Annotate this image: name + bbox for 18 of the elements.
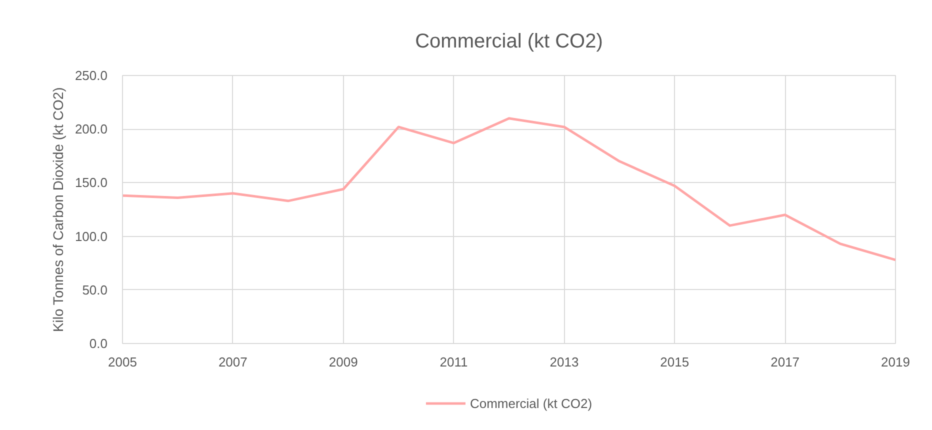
x-tick-label: 2005	[108, 354, 137, 370]
y-tick-label: 150.0	[74, 175, 108, 190]
y-tick-label: 100.0	[74, 228, 108, 244]
x-tick-label: 2015	[660, 354, 690, 370]
legend-label: Commercial (kt CO2)	[470, 396, 592, 410]
x-tick-label: 2017	[770, 354, 800, 370]
y-tick-label: 50.0	[82, 282, 108, 298]
x-tick-label: 2011	[440, 354, 468, 370]
x-tick-label: 2013	[550, 354, 579, 370]
chart-title: Commercial (kt CO2)	[415, 30, 603, 52]
y-tick-label: 200.0	[74, 122, 108, 137]
x-tick-label: 2019	[881, 354, 910, 370]
x-tick-label: 2009	[328, 354, 358, 370]
y-axis-title: Kilo Tonnes of Carbon Dioxide (kt CO2)	[50, 87, 66, 332]
y-tick-label: 0.0	[89, 336, 108, 351]
x-tick-label: 2007	[218, 354, 248, 370]
line-series	[122, 117, 896, 262]
y-tick-label: 250.0	[74, 68, 108, 83]
